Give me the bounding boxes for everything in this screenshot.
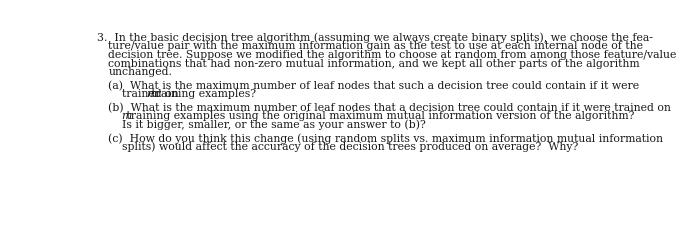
Text: ture/value pair with the maximum information gain as the test to use at each int: ture/value pair with the maximum informa… [108,41,643,52]
Text: combinations that had non-zero mutual information, and we kept all other parts o: combinations that had non-zero mutual in… [108,59,640,69]
Text: (b)  What is the maximum number of leaf nodes that a decision tree could contain: (b) What is the maximum number of leaf n… [108,103,671,113]
Text: training examples?: training examples? [148,89,256,99]
Text: m: m [122,111,132,121]
Text: splits) would affect the accuracy of the decision trees produced on average?  Wh: splits) would affect the accuracy of the… [122,142,578,152]
Text: m: m [147,89,157,99]
Text: Is it bigger, smaller, or the same as your answer to (b)?: Is it bigger, smaller, or the same as yo… [122,120,426,130]
Text: (c)  How do you think this change (using random splits vs. maximum information m: (c) How do you think this change (using … [108,133,664,144]
Text: unchanged.: unchanged. [108,67,172,77]
Text: trained on: trained on [122,89,182,99]
Text: 3.  In the basic decision tree algorithm (assuming we always create binary split: 3. In the basic decision tree algorithm … [97,33,652,44]
Text: (a)  What is the maximum number of leaf nodes that such a decision tree could co: (a) What is the maximum number of leaf n… [108,81,640,91]
Text: training examples using the original maximum mutual information version of the a: training examples using the original max… [123,111,635,121]
Text: decision tree. Suppose we modified the algorithm to choose at random from among : decision tree. Suppose we modified the a… [108,50,677,60]
